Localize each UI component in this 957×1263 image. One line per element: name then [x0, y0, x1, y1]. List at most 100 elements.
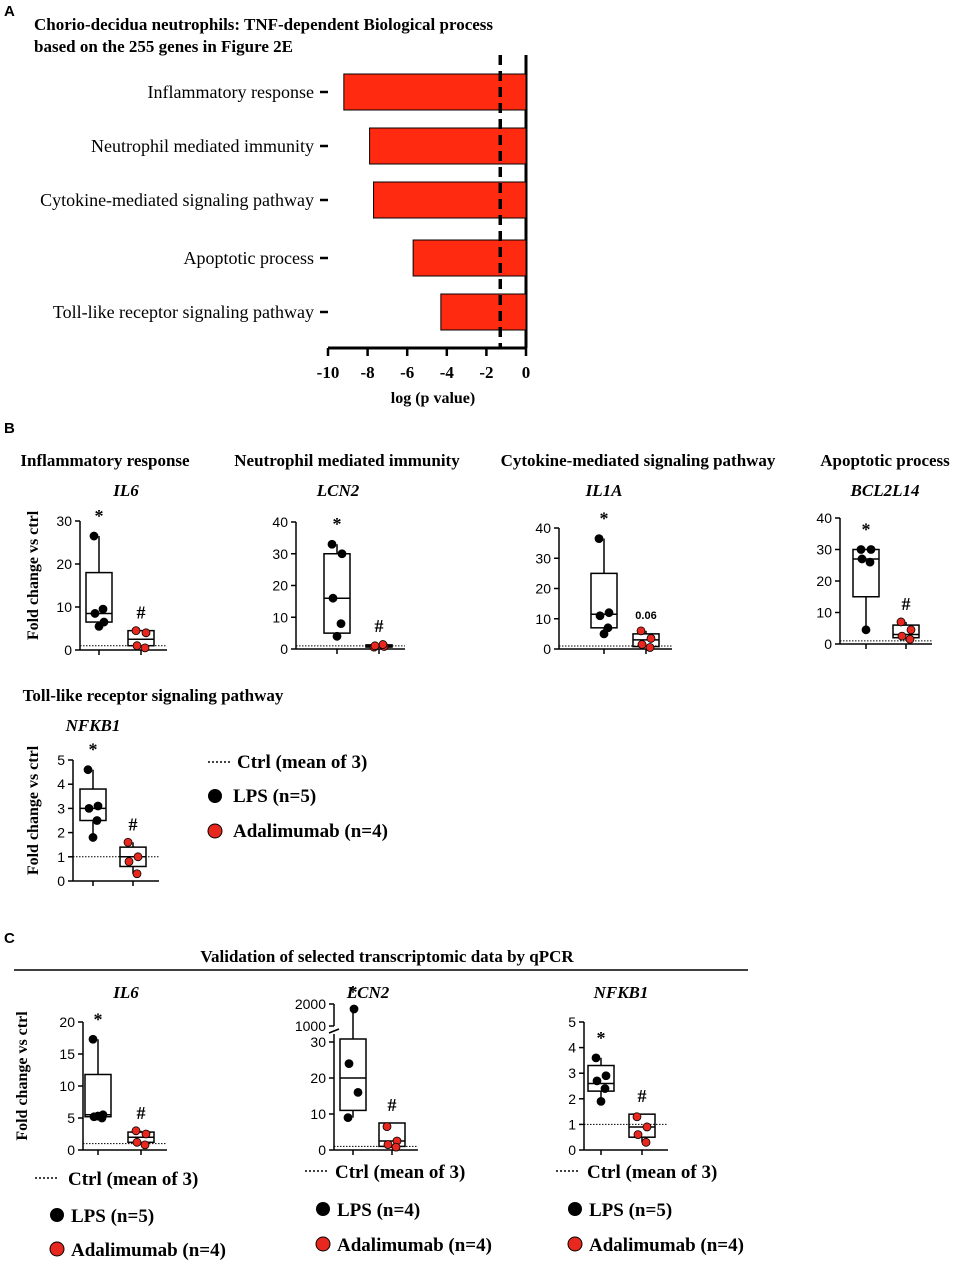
panel-a-subtitle: based on the 255 genes in Figure 2E [34, 37, 293, 56]
data-point [636, 626, 646, 636]
data-point [599, 629, 609, 639]
y-tick-label: 40 [535, 520, 551, 536]
y-tick-label: 2 [568, 1091, 576, 1107]
legend-lps-label: LPS (n=5) [233, 786, 316, 807]
gene-title: LCN2 [316, 481, 360, 500]
data-point [327, 539, 337, 549]
data-point [98, 604, 108, 614]
legend-ctrl-label: Ctrl (mean of 3) [237, 752, 367, 773]
y-axis-label: Fold change vs ctrl [25, 510, 42, 640]
data-point [131, 1126, 141, 1136]
legend-c1-ada-label: Adalimumab (n=4) [71, 1240, 226, 1261]
y-tick-label: 30 [535, 550, 551, 566]
significance-mark: # [388, 1095, 397, 1115]
data-point [332, 631, 342, 641]
bar [343, 73, 527, 111]
box-plot-c3: NFKB1 0 1 2 3 4 5 * # [568, 983, 668, 1158]
legend-c2-lps-label: LPS (n=4) [337, 1200, 420, 1221]
y-tick-label: 30 [56, 513, 72, 529]
legend-c1-lps-marker [50, 1208, 64, 1222]
data-point [94, 621, 104, 631]
gene-title: BCL2L14 [850, 481, 920, 500]
legend-c3-lps-marker [568, 1202, 582, 1216]
data-point [600, 1084, 610, 1093]
panel-label-a: A [4, 3, 15, 20]
legend-c1-ctrl-label: Ctrl (mean of 3) [68, 1169, 198, 1190]
data-point [637, 640, 647, 649]
data-point [353, 1088, 363, 1097]
box-plot-b3: Cytokine-mediated signaling pathway IL1A 0… [501, 451, 776, 657]
data-point [866, 545, 876, 554]
y-tick-label: 0 [57, 873, 65, 889]
data-point [856, 545, 866, 554]
bar-chart-a: -10 -8 -6 -4 -2 0 log (p value) Inflammatory re… [40, 55, 530, 407]
significance-mark: * [95, 506, 104, 526]
data-point [594, 534, 604, 543]
y-tick-label: 3 [568, 1065, 576, 1081]
legend-c3: Ctrl (mean of 3) LPS (n=5) Adalimumab (n… [556, 1162, 744, 1256]
process-title: Inflammatory response [20, 451, 190, 470]
data-point [132, 641, 142, 651]
bar [412, 239, 527, 277]
data-point [382, 1122, 392, 1131]
box-plot-b4: Apoptotic process BCL2L14 0 10 20 30 40 * # [816, 451, 950, 652]
process-title: Apoptotic process [820, 451, 950, 470]
data-point [141, 1129, 151, 1139]
gene-title: LCN2 [346, 983, 390, 1002]
data-point [131, 626, 141, 636]
significance-mark: * [333, 514, 342, 534]
data-point [93, 801, 103, 811]
process-title: Toll-like receptor signaling pathway [23, 686, 284, 705]
significance-mark: # [638, 1086, 647, 1106]
y-tick-label: 15 [59, 1046, 75, 1062]
y-tick-label: 20 [535, 581, 551, 597]
legend-c2-ctrl-label: Ctrl (mean of 3) [335, 1162, 465, 1183]
box [323, 553, 351, 634]
y-tick-label: 4 [57, 776, 65, 792]
box [339, 1038, 367, 1112]
y-tick-label: 10 [272, 609, 288, 625]
legend-b: Ctrl (mean of 3) LPS (n=5) Adalimumab (n… [207, 752, 388, 842]
legend-c1: Ctrl (mean of 3) LPS (n=5) Adalimumab (n… [35, 1169, 226, 1261]
gene-title: IL6 [112, 983, 139, 1002]
y-tick-label: 1 [568, 1116, 576, 1132]
significance-mark: * [597, 1028, 606, 1048]
data-point [93, 1111, 103, 1121]
significance-mark: * [862, 520, 871, 540]
data-point [645, 643, 655, 652]
significance-mark: # [129, 814, 138, 834]
data-point [344, 1059, 354, 1068]
data-point [595, 611, 605, 621]
data-point [132, 869, 142, 879]
y-axis-label: Fold change vs ctrl [25, 745, 42, 875]
significance-mark: 0.06 [635, 610, 656, 622]
box-plot-b1: Inflammatory response IL6 Fold change vs c… [20, 451, 190, 658]
significance-mark: # [137, 1103, 146, 1123]
y-tick-label: 0 [543, 641, 551, 657]
data-point [140, 643, 150, 653]
data-point [83, 765, 93, 775]
data-point [132, 1137, 142, 1147]
panel-label-c: C [4, 930, 15, 947]
legend-c3-lps-label: LPS (n=5) [589, 1200, 672, 1221]
data-point [861, 625, 871, 635]
y-tick-label: 20 [59, 1014, 75, 1030]
process-title: Cytokine-mediated signaling pathway [501, 451, 776, 470]
x-tick-label: 0 [522, 363, 531, 382]
data-point [596, 1096, 606, 1106]
y-tick-label: 0 [64, 642, 72, 658]
data-point [603, 623, 613, 633]
data-point [88, 1034, 98, 1044]
bar [369, 127, 527, 165]
y-tick-label: 5 [67, 1110, 75, 1126]
y-tick-label: 20 [816, 573, 832, 589]
y-tick-label: 30 [272, 546, 288, 562]
legend-c2-ada-label: Adalimumab (n=4) [337, 1235, 492, 1256]
legend-c2: Ctrl (mean of 3) LPS (n=4) Adalimumab (n… [305, 1162, 492, 1256]
x-tick-label: -8 [361, 363, 375, 382]
y-tick-label: 10 [310, 1106, 326, 1122]
panel-label-b: B [4, 420, 15, 437]
y-tick-label: 3 [57, 800, 65, 816]
